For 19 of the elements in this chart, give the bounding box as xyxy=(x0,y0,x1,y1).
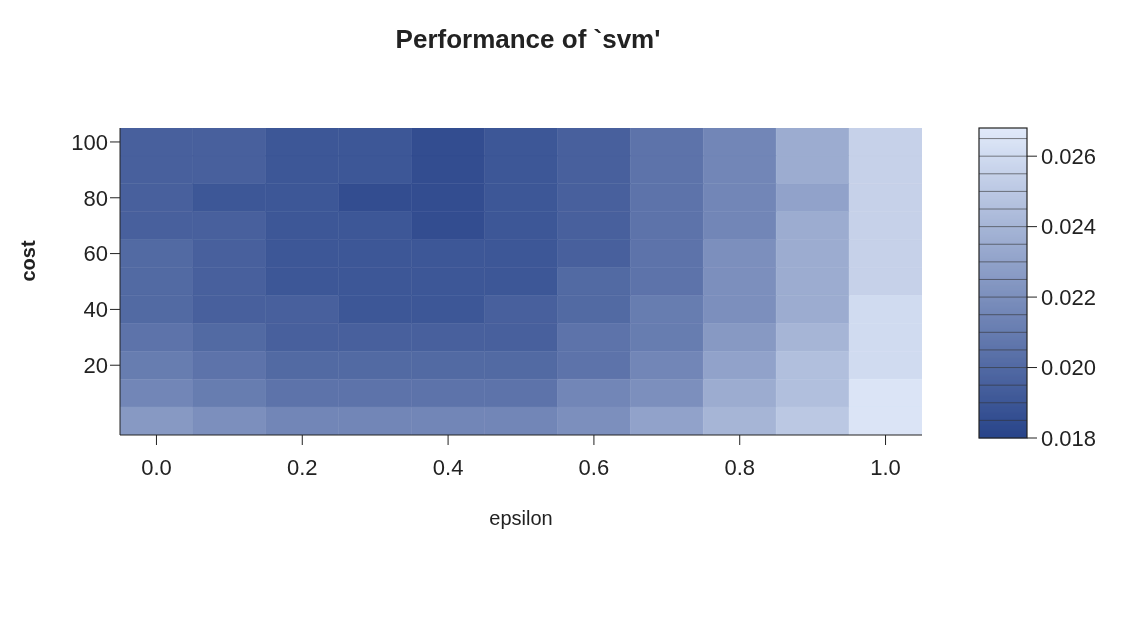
y-tick-label: 80 xyxy=(83,185,108,211)
x-tick-label: 0.8 xyxy=(724,454,756,480)
x-tick-label: 0.6 xyxy=(578,454,610,480)
y-tick-label: 60 xyxy=(83,241,108,267)
color-bar-label: 0.022 xyxy=(1041,284,1097,310)
y-axis-title: cost xyxy=(17,240,40,282)
y-tick-label: 100 xyxy=(71,129,108,155)
y-tick-label: 40 xyxy=(83,297,108,323)
chart-title: Performance of `svm' xyxy=(394,24,662,55)
y-tick-label: 20 xyxy=(83,353,108,379)
color-bar-label: 0.026 xyxy=(1041,143,1097,169)
color-bar-label: 0.018 xyxy=(1041,425,1097,451)
x-tick-label: 0.2 xyxy=(286,454,318,480)
x-tick-label: 0.0 xyxy=(141,454,172,480)
x-tick-label: 1.0 xyxy=(870,454,901,480)
color-bar-label: 0.020 xyxy=(1041,355,1097,381)
color-bar-label: 0.024 xyxy=(1041,214,1097,240)
x-axis-title: epsilon xyxy=(489,507,553,529)
x-tick-label: 0.4 xyxy=(432,454,464,480)
